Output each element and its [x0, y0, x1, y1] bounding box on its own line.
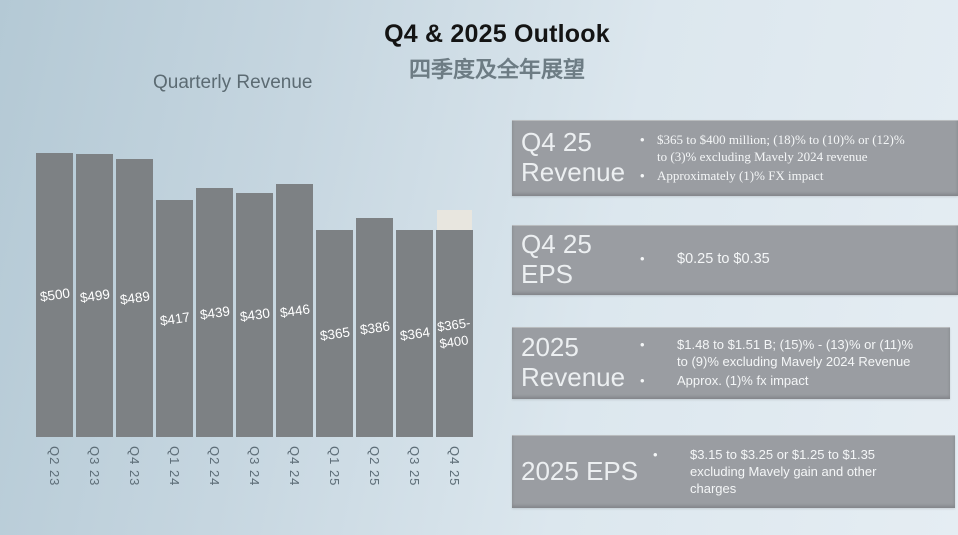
- outlook-box-2025-eps: 2025 EPS $3.15 to $3.25 or $1.25 to $1.3…: [512, 435, 955, 508]
- bar-value-label: $365: [318, 323, 351, 344]
- bullet-text: $365 to $400 million; (18)% to (10)% or …: [657, 132, 905, 165]
- x-axis-label: Q4 23: [127, 446, 142, 487]
- bar-chart-plot: $500 $499 $489 $417 $439 $430 $446 $365 $386 $364…: [36, 153, 473, 437]
- bar-value-label: $364: [398, 323, 431, 344]
- slide-title: Q4 & 2025 Outlook: [384, 20, 610, 48]
- x-axis-label-cell: Q2 25: [356, 446, 393, 486]
- outlook-box-heading: 2025 Revenue: [521, 332, 626, 392]
- x-axis-label-cell: Q4 24: [276, 446, 313, 486]
- bullet-text: $1.48 to $1.51 B; (15)% - (13)% or (11)%…: [677, 337, 914, 370]
- x-axis-label: Q2 23: [47, 446, 62, 487]
- bullet-text: Approximately (1)% FX impact: [657, 168, 824, 184]
- x-axis-label: Q1 24: [167, 446, 182, 487]
- bar-value-label: $439: [198, 302, 231, 323]
- x-axis-label: Q1 25: [327, 446, 342, 487]
- x-axis-label-cell: Q1 25: [316, 446, 353, 486]
- outlook-box-heading: Q4 25 Revenue: [521, 127, 626, 187]
- chart-bar-q3-25: $364: [396, 230, 433, 437]
- chart-bar-q1-25: $365: [316, 230, 353, 437]
- x-axis-label: Q4 25: [447, 446, 462, 487]
- bullet-text: Approx. (1)% fx impact: [677, 373, 809, 389]
- bullet-item: $1.48 to $1.51 B; (15)% - (13)% or (11)%…: [640, 336, 946, 370]
- chart-bar-q4-24: $446: [276, 184, 313, 437]
- chart-bar-q3-24: $430: [236, 193, 273, 437]
- chart-bar-q1-24: $417: [156, 200, 193, 437]
- x-axis-labels: Q2 23 Q3 23 Q4 23 Q1 24 Q2 24 Q3 24 Q4 24 Q1 25…: [36, 446, 473, 486]
- x-axis-label: Q2 24: [207, 446, 222, 487]
- outlook-box-bullets: $0.25 to $0.35: [640, 250, 958, 269]
- outlook-box-heading: Q4 25 EPS: [521, 229, 592, 289]
- bullet-text: $0.25 to $0.35: [677, 251, 770, 268]
- bar-value-label: $430: [238, 305, 271, 325]
- title-block: Q4 & 2025 Outlook 四季度及全年展望: [36, 20, 958, 84]
- x-axis-label-cell: Q2 23: [36, 446, 73, 486]
- slide-subtitle-chinese: 四季度及全年展望: [408, 57, 585, 82]
- outlook-box-bullets: $1.48 to $1.51 B; (15)% - (13)% or (11)%…: [640, 336, 950, 390]
- bullet-item: Approx. (1)% fx impact: [640, 372, 946, 390]
- bullet-item: $3.15 to $3.25 or $1.25 to $1.35 excludi…: [653, 446, 951, 497]
- bar-value-label: $489: [118, 288, 151, 308]
- bar-value-label: $386: [358, 317, 391, 338]
- bar-value-label: $365- $400: [435, 314, 471, 351]
- x-axis-label-cell: Q4 25: [436, 446, 473, 486]
- chart-title: Quarterly Revenue: [153, 72, 313, 93]
- outlook-box-bullets: $3.15 to $3.25 or $1.25 to $1.35 excludi…: [653, 446, 955, 497]
- bullet-text: $3.15 to $3.25 or $1.25 to $1.35 excludi…: [690, 446, 877, 497]
- x-axis-label-cell: Q3 23: [76, 446, 113, 486]
- x-axis-label-cell: Q3 25: [396, 446, 433, 486]
- chart-bar-q4-25: $365- $400: [435, 210, 473, 437]
- bar-value-label: $417: [158, 308, 191, 329]
- x-axis-label: Q2 25: [367, 446, 382, 487]
- x-axis-label: Q3 25: [407, 446, 422, 487]
- bar-value-label: $500: [38, 285, 71, 305]
- outlook-range-segment: [437, 210, 472, 230]
- outlook-box-2025-revenue: 2025 Revenue $1.48 to $1.51 B; (15)% - (…: [512, 327, 950, 399]
- x-axis-label-cell: Q1 24: [156, 446, 193, 486]
- outlook-box-bullets: $365 to $400 million; (18)% to (10)% or …: [640, 131, 958, 185]
- outlook-box-heading: 2025 EPS: [521, 455, 639, 486]
- x-axis-label: Q3 24: [247, 446, 262, 487]
- x-axis-label: Q3 23: [87, 446, 102, 487]
- chart-bar-q2-25: $386: [356, 218, 393, 437]
- bullet-item: $0.25 to $0.35: [640, 250, 954, 269]
- x-axis-label: Q4 24: [287, 446, 302, 487]
- bullet-item: Approximately (1)% FX impact: [640, 167, 954, 185]
- x-axis-label-cell: Q4 23: [116, 446, 153, 486]
- chart-bar-q2-23: $500: [36, 153, 73, 437]
- bar-value-label: $446: [278, 300, 311, 321]
- outlook-box-q4-25-eps: Q4 25 EPS $0.25 to $0.35: [512, 225, 958, 295]
- chart-bar-q3-23: $499: [76, 154, 113, 437]
- outlook-box-q4-25-revenue: Q4 25 Revenue $365 to $400 million; (18)…: [512, 120, 958, 196]
- chart-bar-q4-23: $489: [116, 159, 153, 437]
- x-axis-label-cell: Q2 24: [196, 446, 233, 486]
- bar-value-label: $499: [78, 285, 111, 306]
- bullet-item: $365 to $400 million; (18)% to (10)% or …: [640, 131, 954, 165]
- x-axis-label-cell: Q3 24: [236, 446, 273, 486]
- chart-bar-q2-24: $439: [196, 188, 233, 437]
